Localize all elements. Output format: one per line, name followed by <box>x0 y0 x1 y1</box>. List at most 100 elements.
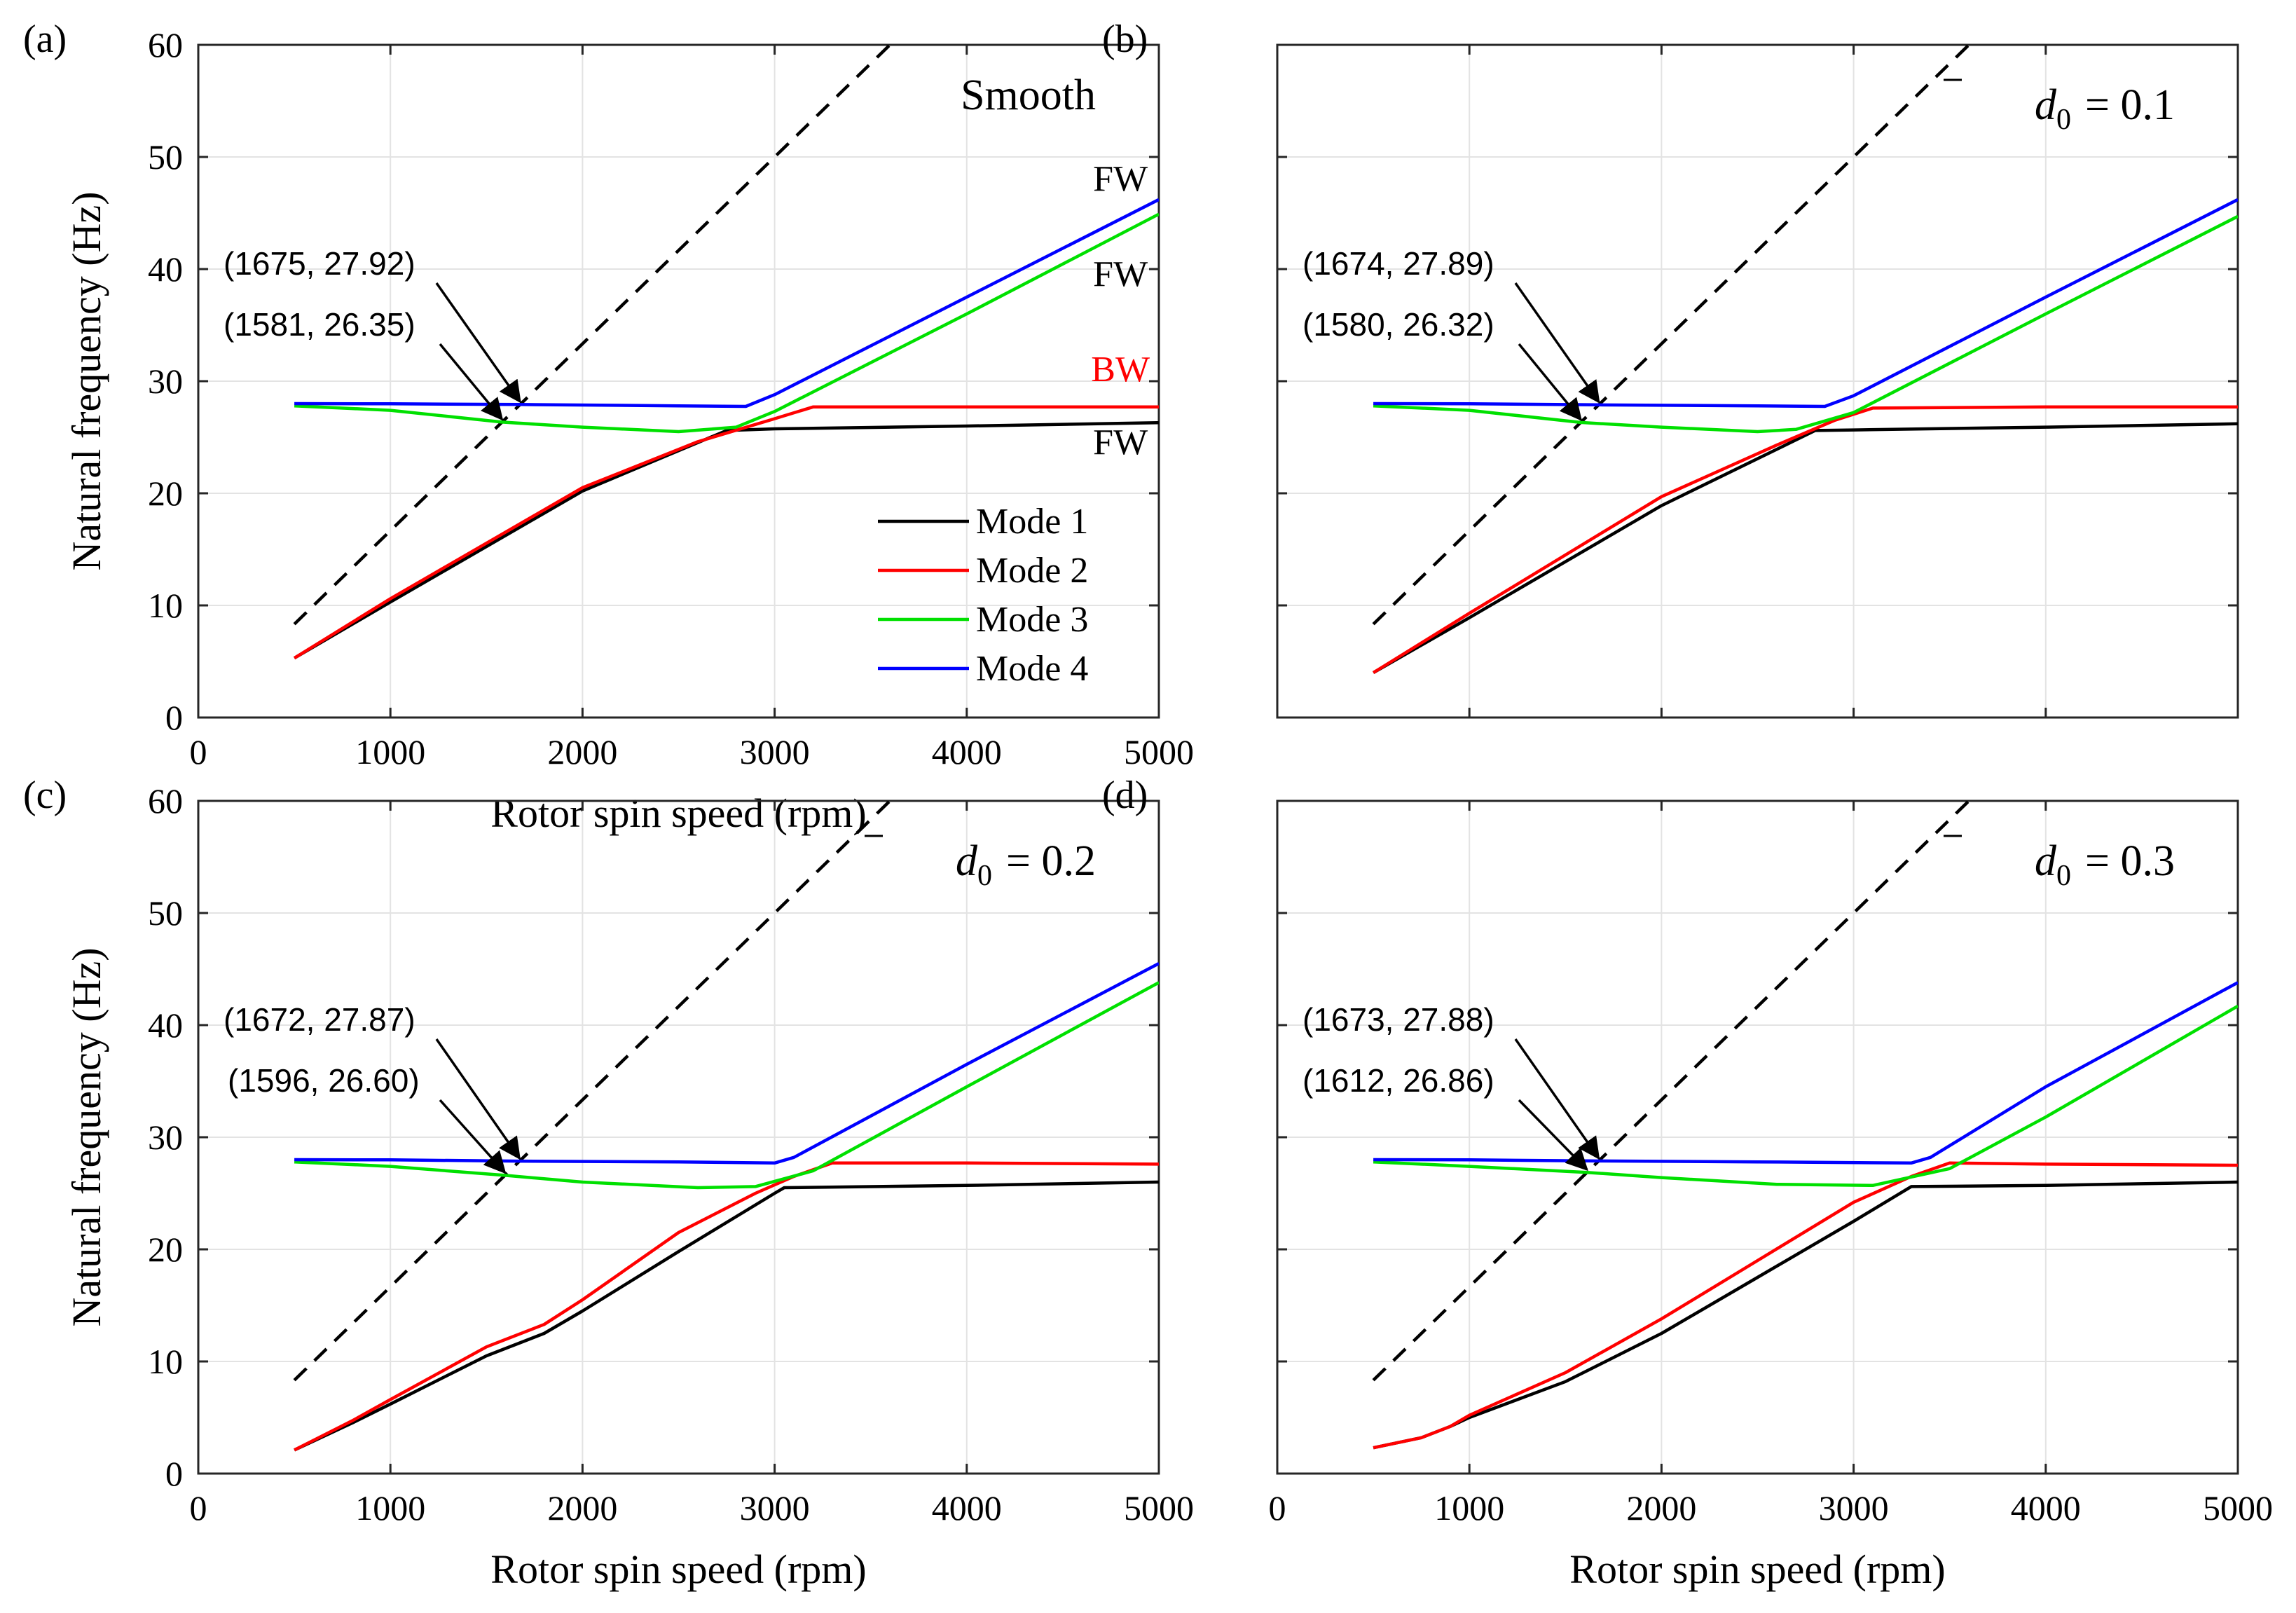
mode-label: FW <box>1093 159 1148 199</box>
annotation-arrow <box>1514 1038 1600 1160</box>
series-line-mode-1 <box>1372 422 2238 674</box>
panel-title: d0 = 0.1 <box>2035 81 2175 136</box>
series-line-mode-2 <box>1373 1161 2238 1450</box>
annotation-label: (1674, 27.89) <box>1302 245 1494 282</box>
annotation-label: (1580, 26.32) <box>1302 306 1494 343</box>
series-line-mode-1 <box>1373 1180 2238 1450</box>
series-line-mode-3 <box>294 212 1159 434</box>
title-value: = 0.2 <box>1006 837 1096 885</box>
title-subscript: 0 <box>2056 104 2071 136</box>
panel-label: (b) <box>1102 18 1148 61</box>
y-tick-label: 30 <box>148 1118 183 1157</box>
series-line-mode-2 <box>1372 405 2238 674</box>
legend: Mode 1 Mode 2 Mode 3 Mode 4 <box>878 502 1088 689</box>
mode-label: BW <box>1091 350 1150 390</box>
series-line-mode-4 <box>294 198 1159 409</box>
title-value: = 0.1 <box>2085 81 2175 129</box>
annotation-arrow <box>439 343 504 421</box>
title-symbol: d <box>956 837 978 885</box>
y-axis-title: Natural frequency (Hz) <box>64 947 109 1326</box>
x-tick-label: 5000 <box>1124 1488 1194 1528</box>
x-axis-title: Rotor spin speed (rpm) <box>1569 1546 1945 1592</box>
y-axis-title: Natural frequency (Hz) <box>64 191 109 570</box>
plot-area <box>293 45 1159 660</box>
x-tick-label: 5000 <box>1124 732 1194 771</box>
panel-c: 0 1000 2000 3000 4000 5000 0 10 20 30 40 50 60 Rotor … <box>23 774 1194 1592</box>
panel-title: d0 = 0.2 <box>956 837 1096 892</box>
grid <box>198 45 1159 718</box>
x-tick-label: 1000 <box>1434 1488 1504 1528</box>
title-symbol: d <box>2035 81 2057 129</box>
title-subscript: 0 <box>977 860 992 892</box>
x-tick-label: 2000 <box>547 1488 617 1528</box>
y-tick-label: 10 <box>148 586 183 625</box>
annotation-arrow <box>435 282 521 404</box>
legend-entry: Mode 4 <box>976 649 1088 689</box>
panel-title: Smooth <box>961 71 1096 119</box>
x-tick-label: 0 <box>1269 1488 1286 1528</box>
series-line-mode-3 <box>294 981 1159 1190</box>
y-tick-label: 20 <box>148 1230 183 1269</box>
series-line-mode-1 <box>293 420 1159 660</box>
panel-b: (b) d0 = 0.1 (1674, 27.89) (1580, 26.32) <box>1102 18 2239 719</box>
y-tick-label: 40 <box>148 249 183 289</box>
series-line-mode-2 <box>294 1161 1159 1452</box>
annotation-arrow <box>435 1038 521 1160</box>
title-value: = 0.3 <box>2085 837 2175 885</box>
title-symbol: d <box>2035 837 2057 885</box>
annotation-arrow <box>1514 282 1600 404</box>
x-tick-label: 3000 <box>740 732 810 771</box>
mode-label: FW <box>1093 254 1148 294</box>
annotation-label: (1581, 26.35) <box>224 306 415 343</box>
annotation-label: (1672, 27.87) <box>224 1001 415 1038</box>
plot-area <box>293 801 1159 1452</box>
plot-area <box>1372 45 2238 674</box>
x-tick-label: 4000 <box>2011 1488 2081 1528</box>
x-tick-label: 2000 <box>547 732 617 771</box>
mode-label: FW <box>1093 423 1148 462</box>
y-tick-label: 60 <box>148 25 183 64</box>
x-tick-label: 1000 <box>355 732 425 771</box>
y-tick-label: 0 <box>165 698 183 737</box>
series-line-mode-4 <box>1373 981 2238 1165</box>
y-tick-label: 10 <box>148 1342 183 1381</box>
panel-title: d0 = 0.3 <box>2035 837 2175 892</box>
y-tick-label: 50 <box>148 137 183 177</box>
panel-d: 0 1000 2000 3000 4000 5000 Rotor spin speed (r… <box>1102 774 2273 1592</box>
series-line-mode-4 <box>1373 198 2238 409</box>
x-axis-title: Rotor spin speed (rpm) <box>490 790 866 836</box>
grid <box>1277 801 2238 1474</box>
x-tick-label: 4000 <box>932 1488 1002 1528</box>
x-tick-label: 3000 <box>740 1488 810 1528</box>
x-tick-label: 0 <box>190 1488 207 1528</box>
annotation-arrow <box>1518 343 1582 421</box>
series-line-mode-3 <box>1373 1004 2238 1188</box>
series-line-mode-4 <box>294 962 1159 1165</box>
annotation-label: (1673, 27.88) <box>1302 1001 1494 1038</box>
y-tick-label: 20 <box>148 474 183 513</box>
annotation-label: (1596, 26.60) <box>228 1062 420 1099</box>
y-tick-label: 40 <box>148 1005 183 1045</box>
y-tick-label: 30 <box>148 362 183 401</box>
panel-label: (a) <box>23 18 67 61</box>
x-tick-label: 1000 <box>355 1488 425 1528</box>
plot-area <box>1372 801 2238 1450</box>
x-axis-title: Rotor spin speed (rpm) <box>490 1546 866 1592</box>
y-tick-label: 0 <box>165 1454 183 1493</box>
title-subscript: 0 <box>2056 860 2071 892</box>
x-tick-label: 3000 <box>1819 1488 1889 1528</box>
y-tick-label: 60 <box>148 781 183 821</box>
panel-label: (d) <box>1102 774 1148 817</box>
legend-entry: Mode 1 <box>976 502 1088 542</box>
legend-entry: Mode 3 <box>976 600 1088 640</box>
panel-label: (c) <box>23 774 67 817</box>
annotation-arrow <box>1518 1099 1588 1172</box>
y-tick-label: 50 <box>148 893 183 933</box>
annotation-arrow <box>439 1099 507 1174</box>
grid <box>198 801 1159 1474</box>
grid <box>1277 45 2238 718</box>
annotation-label: (1675, 27.92) <box>224 245 415 282</box>
annotation-label: (1612, 26.86) <box>1302 1062 1494 1099</box>
panel-a: 0 1000 2000 3000 4000 5000 0 10 20 30 40 50 60 Rotor … <box>23 18 1194 836</box>
